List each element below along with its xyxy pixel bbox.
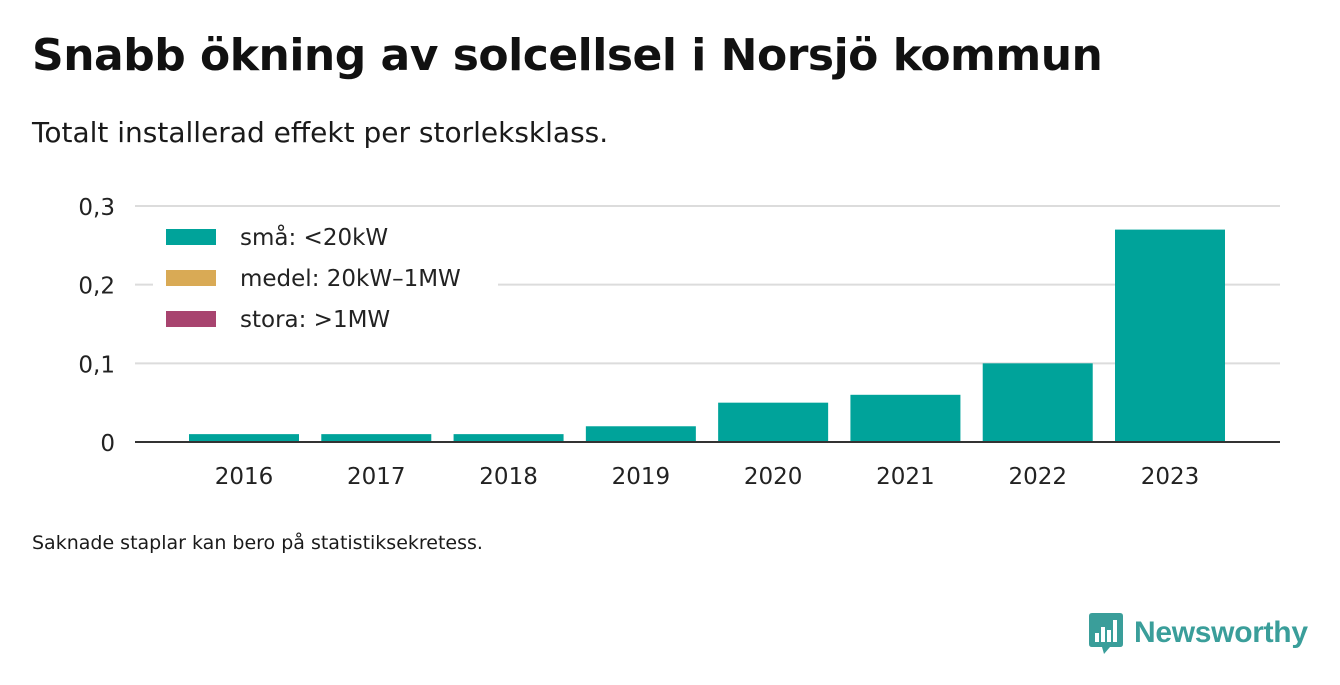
legend-label: små: <20kW (240, 223, 388, 251)
bars (189, 229, 1225, 442)
y-tick-label: 0,2 (78, 274, 115, 300)
bar (718, 402, 829, 442)
bar (585, 426, 696, 442)
bar (189, 434, 299, 442)
chart-title: Snabb ökning av solcellsel i Norsjö komm… (32, 30, 1103, 81)
x-axis-labels: 2016 2017 2018 2019 2020 2021 2022 2023 (215, 464, 1200, 490)
y-tick-label: 0 (100, 431, 115, 457)
legend-swatch (166, 270, 216, 286)
chart-subtitle: Totalt installerad effekt per storlekskl… (32, 116, 609, 149)
y-tick-label: 0,1 (78, 352, 115, 378)
newsworthy-logo: Newsworthy (1088, 610, 1308, 656)
x-tick-label: 2019 (612, 464, 671, 490)
x-tick-label: 2020 (744, 464, 803, 490)
x-tick-label: 2017 (347, 464, 406, 490)
bar (982, 363, 1093, 442)
x-tick-label: 2021 (876, 464, 935, 490)
brand-name: Newsworthy (1134, 616, 1308, 649)
x-tick-label: 2018 (479, 464, 538, 490)
newsworthy-logo-icon (1089, 613, 1123, 654)
footnote: Saknade staplar kan bero på statistiksek… (32, 532, 483, 554)
y-axis-labels: 0 0,1 0,2 0,3 (78, 195, 115, 457)
legend-swatch (166, 311, 216, 327)
bar (1115, 229, 1225, 442)
legend-label: stora: >1MW (240, 307, 390, 333)
bar-chart: 00,10,20,3 2016 2017 2018 2019 2020 2021 2022 2… (78, 195, 1280, 490)
x-tick-label: 2016 (215, 464, 274, 490)
legend: små: <20kW medel: 20kW–1MW stora: >1MW (153, 215, 498, 344)
bar (850, 394, 961, 442)
legend-swatch (166, 229, 216, 245)
bar (321, 434, 432, 442)
y-tick-label: 0,3 (78, 195, 115, 221)
x-tick-label: 2023 (1141, 464, 1200, 490)
x-tick-label: 2022 (1008, 464, 1067, 490)
bar (453, 434, 564, 442)
legend-label: medel: 20kW–1MW (240, 266, 461, 292)
